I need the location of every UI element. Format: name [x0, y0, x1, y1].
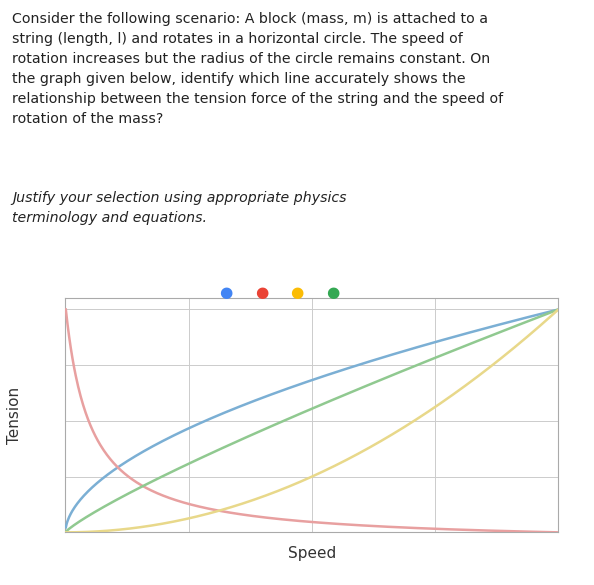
Text: Justify your selection using appropriate physics
terminology and equations.: Justify your selection using appropriate… [12, 191, 346, 225]
Text: ●: ● [290, 285, 304, 300]
Text: Tension: Tension [7, 387, 23, 444]
Text: ●: ● [326, 285, 339, 300]
Text: ●: ● [255, 285, 268, 300]
X-axis label: Speed: Speed [287, 546, 336, 560]
Text: ●: ● [219, 285, 232, 300]
Text: Consider the following scenario: A block (mass, m) is attached to a
string (leng: Consider the following scenario: A block… [12, 12, 503, 126]
